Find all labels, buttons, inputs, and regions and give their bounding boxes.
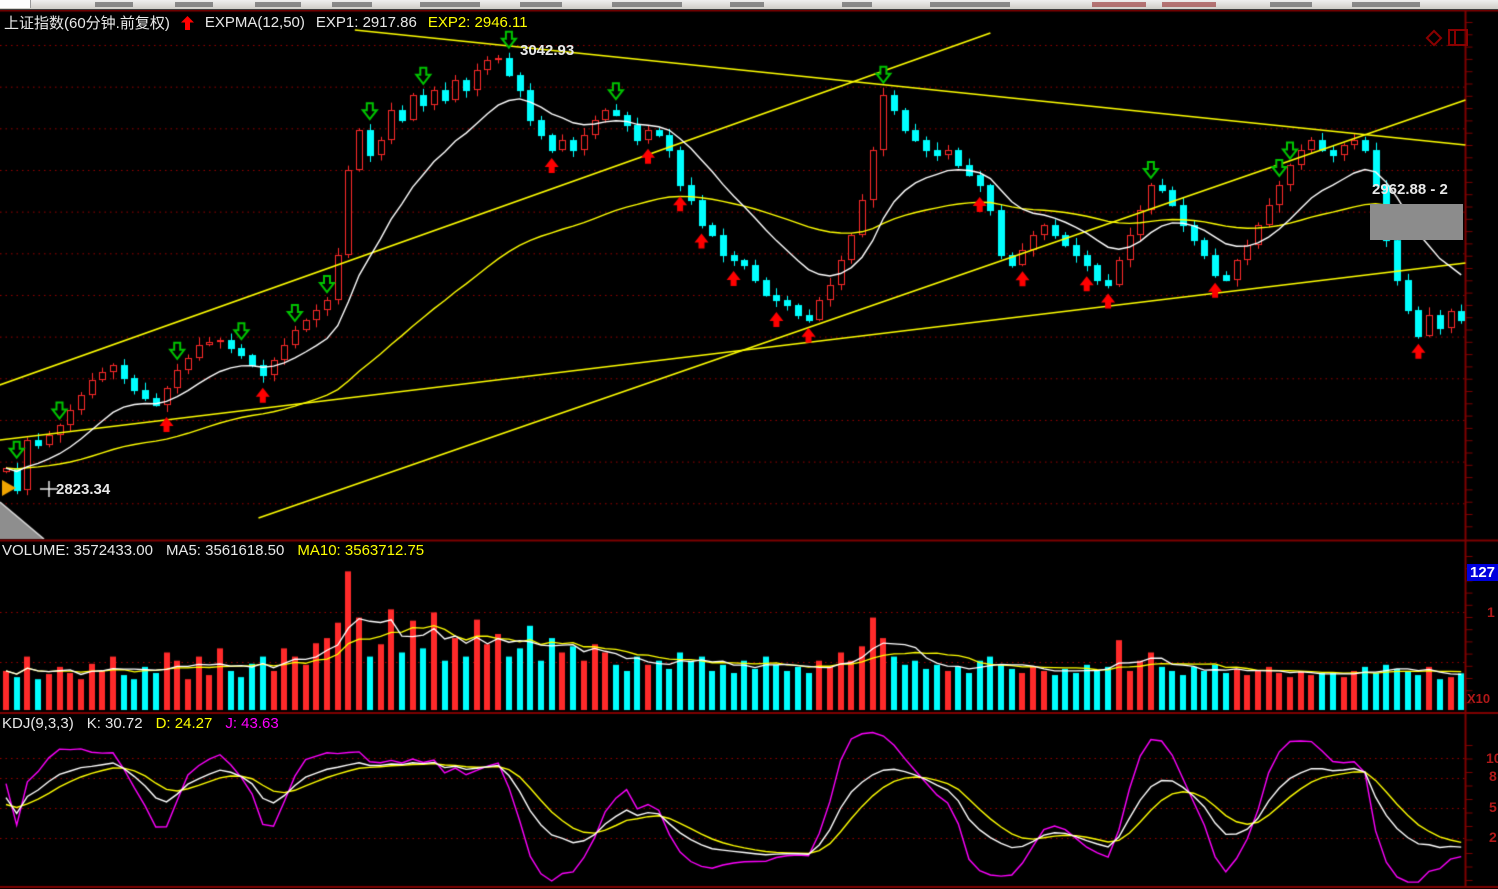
menubar[interactable] bbox=[0, 0, 1498, 10]
menubar-item-fragment[interactable] bbox=[95, 2, 133, 7]
kdj-k-value: K: 30.72 bbox=[86, 715, 143, 732]
volume-legend: VOLUME: 3572433.00 MA5: 3561618.50 MA10:… bbox=[2, 542, 424, 559]
range-selection-box[interactable] bbox=[1370, 204, 1463, 240]
exp1-value: EXP1: 2917.86 bbox=[315, 14, 417, 31]
main-chart-legend: 上证指数(60分钟.前复权) EXPMA(12,50) EXP1: 2917.8… bbox=[4, 12, 528, 33]
trough-price-label: 2823.34 bbox=[56, 481, 111, 498]
window-icon[interactable] bbox=[1448, 28, 1470, 53]
menubar-item-fragment[interactable] bbox=[1162, 2, 1216, 7]
kdj-axis-label-50: 5 bbox=[1489, 799, 1497, 815]
menubar-item-fragment[interactable] bbox=[612, 2, 682, 7]
menubar-item-fragment[interactable] bbox=[1270, 2, 1312, 7]
menubar-item-fragment[interactable] bbox=[332, 2, 372, 7]
volume-axis-current-label: 127 bbox=[1467, 564, 1498, 581]
kdj-axis-label-80: 8 bbox=[1489, 768, 1497, 784]
menubar-item-fragment[interactable] bbox=[1352, 2, 1420, 7]
exp2-value: EXP2: 2946.11 bbox=[427, 14, 528, 31]
volume-axis-mid-label: 1 bbox=[1487, 604, 1495, 620]
menubar-item-fragment[interactable] bbox=[730, 2, 764, 7]
menubar-item-fragment[interactable] bbox=[520, 2, 562, 7]
peak-price-label: 3042.93 bbox=[520, 42, 575, 59]
indicator-label: EXPMA(12,50) bbox=[204, 14, 305, 31]
volume-axis-unit-label: X10 bbox=[1467, 691, 1491, 706]
menubar-left-box[interactable] bbox=[0, 0, 31, 8]
kdj-indicator-label: KDJ(9,3,3) bbox=[2, 715, 74, 732]
range-label: 2962.88 - 2 bbox=[1372, 181, 1448, 198]
volume-value: VOLUME: 3572433.00 bbox=[2, 542, 153, 559]
volume-ma10-value: MA10: 3563712.75 bbox=[297, 542, 425, 559]
menubar-item-fragment[interactable] bbox=[175, 2, 213, 7]
up-arrow-icon bbox=[180, 15, 194, 30]
kdj-axis-label-100: 10 bbox=[1486, 750, 1498, 766]
menubar-item-fragment[interactable] bbox=[255, 2, 301, 7]
kdj-legend: KDJ(9,3,3) K: 30.72 D: 24.27 J: 43.63 bbox=[2, 715, 279, 732]
symbol-title: 上证指数(60分钟.前复权) bbox=[4, 15, 170, 32]
kdj-j-value: J: 43.63 bbox=[225, 715, 279, 732]
kdj-d-value: D: 24.27 bbox=[155, 715, 213, 732]
menubar-item-fragment[interactable] bbox=[842, 2, 872, 7]
menubar-item-fragment[interactable] bbox=[420, 2, 480, 7]
menubar-item-fragment[interactable] bbox=[1092, 2, 1146, 7]
volume-ma5-value: MA5: 3561618.50 bbox=[165, 542, 285, 559]
diamond-icon[interactable] bbox=[1424, 28, 1444, 53]
menubar-item-fragment[interactable] bbox=[930, 2, 1010, 7]
kdj-axis-label-20: 2 bbox=[1489, 829, 1497, 845]
